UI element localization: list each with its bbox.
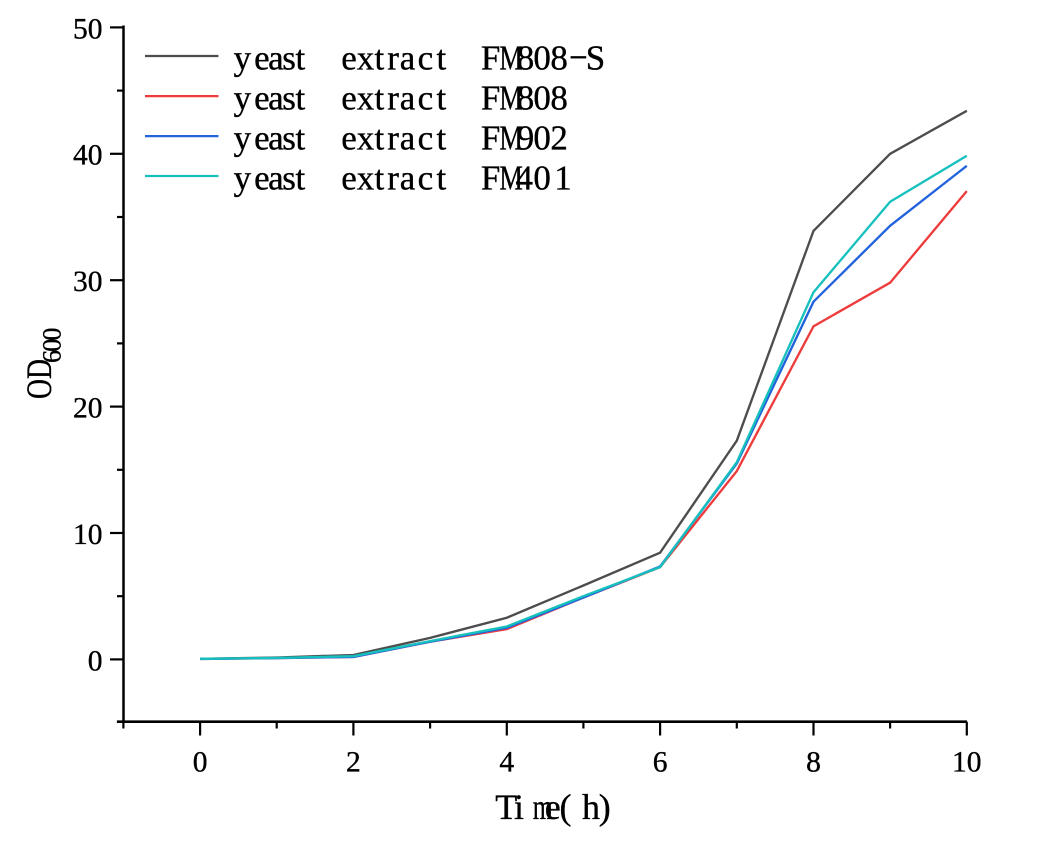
svg-text:yeastextractF401: yeastextractF401 bbox=[234, 158, 572, 197]
svg-text:2: 2 bbox=[346, 747, 361, 779]
svg-text:yeastextractF808S: yeastextractF808S bbox=[234, 38, 606, 77]
svg-text:0: 0 bbox=[193, 747, 208, 779]
svg-text:M: M bbox=[499, 78, 523, 117]
svg-text:40: 40 bbox=[73, 140, 103, 172]
svg-text:30: 30 bbox=[73, 266, 103, 298]
svg-text:m: m bbox=[533, 787, 553, 827]
svg-text:4: 4 bbox=[499, 747, 514, 779]
svg-text:OD: OD bbox=[19, 359, 59, 399]
svg-text:600: 600 bbox=[38, 328, 67, 363]
svg-text:M: M bbox=[499, 38, 523, 77]
svg-text:Tie(h): Tie(h) bbox=[495, 787, 610, 827]
svg-text:10: 10 bbox=[73, 519, 103, 551]
svg-text:0: 0 bbox=[88, 645, 103, 677]
svg-text:10: 10 bbox=[952, 747, 982, 779]
svg-text:6: 6 bbox=[653, 747, 668, 779]
svg-text:M: M bbox=[499, 158, 523, 197]
svg-text:M: M bbox=[499, 118, 523, 157]
svg-text:20: 20 bbox=[73, 393, 103, 425]
svg-text:50: 50 bbox=[73, 13, 103, 45]
svg-text:8: 8 bbox=[806, 747, 821, 779]
